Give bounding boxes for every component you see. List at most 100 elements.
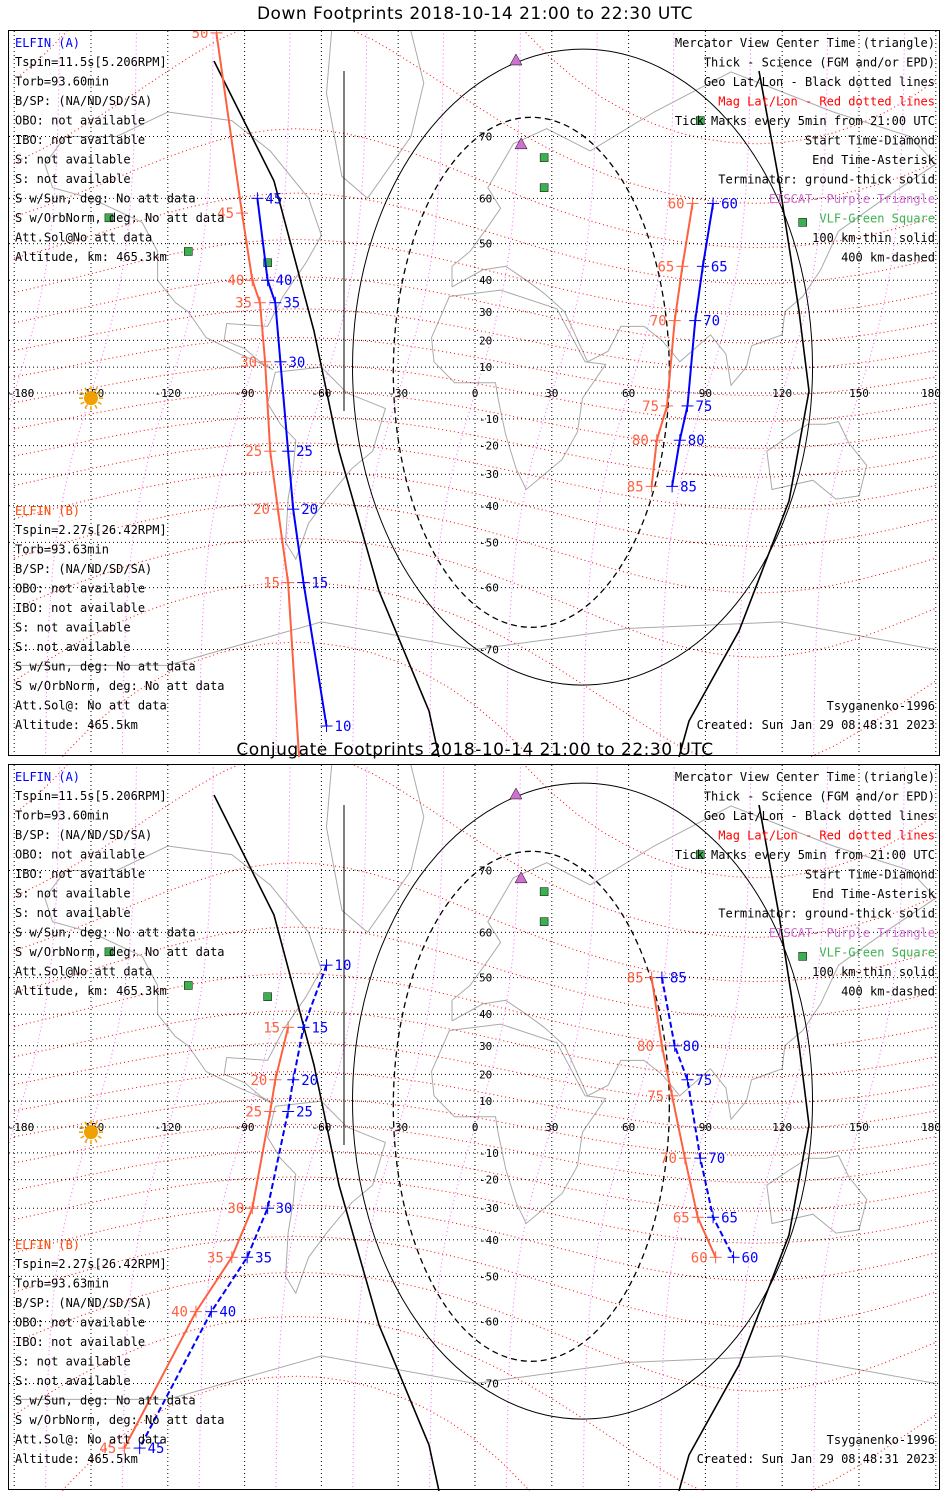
mag-lon-line: [813, 32, 905, 754]
vlf-square: [696, 116, 705, 125]
lon-tick-label: -120: [155, 1121, 182, 1134]
orbit-b-tick-label: 25: [245, 444, 262, 460]
orbit-a-tick-label: 85: [670, 971, 687, 987]
lon-tick-label: 120: [772, 1121, 792, 1134]
mag-lat-line: [14, 363, 936, 423]
mag-lon-line: [429, 32, 521, 754]
legend-entry: Start Time-Diamond: [805, 868, 935, 882]
lon-tick-label: 150: [849, 1121, 869, 1134]
orbit-a-tick-label: 30: [276, 1201, 293, 1217]
elfin-a-info-line: B/SP: (NA/ND/SD/SA): [15, 94, 152, 108]
lat-tick-label: 50: [479, 972, 492, 985]
orbit-b-tick-label: 40: [171, 1305, 188, 1321]
vlf-square: [104, 947, 114, 957]
continent-outline: [431, 1023, 607, 1225]
orbit-a-tick-label: 45: [148, 1441, 165, 1457]
lat-tick-label: -20: [479, 1174, 499, 1187]
elfin-a-info-line: S: not available: [15, 153, 131, 167]
legend-entry: Mercator View Center Time (triangle): [675, 36, 935, 50]
lat-tick-label: 50: [479, 238, 492, 251]
mag-lat-line: [14, 1176, 936, 1244]
lat-tick-label: 60: [479, 926, 492, 939]
model-label: Tsyganenko-1996: [827, 1433, 935, 1447]
vlf-square: [263, 258, 272, 267]
orbit-b-tick-label: 40: [227, 273, 244, 289]
orbit-b-track: [123, 1027, 290, 1449]
sun-disc: [84, 1125, 98, 1140]
elfin-b-info-line: B/SP: (NA/ND/SD/SA): [15, 1296, 152, 1310]
orbit-b-tick-label: 35: [207, 1250, 224, 1266]
orbit-a-track: [671, 203, 715, 487]
elfin-a-info-line: S: not available: [15, 906, 131, 920]
orbit-b-tick-label: 60: [668, 196, 685, 212]
orbit-a-tick-label: 35: [255, 1250, 272, 1266]
lat-tick-label: -60: [479, 1316, 499, 1329]
lon-tick-label: 90: [699, 387, 712, 400]
mag-lon-line: [198, 32, 291, 754]
mag-lat-line: [14, 862, 936, 983]
elfin-b-info-line: Tspin=2.27s[26.42RPM]: [15, 1257, 167, 1271]
lat-tick-label: 20: [479, 334, 492, 347]
lat-tick-label: 30: [479, 306, 492, 319]
legend-entry: 100 km-thin solid: [812, 231, 935, 245]
elfin-b-info-line: S w/OrbNorm, deg: No att data: [15, 1413, 225, 1427]
orbit-a-tick-label: 80: [683, 1039, 700, 1055]
sun-ray: [80, 401, 85, 405]
footprint-400km-dashed: [392, 116, 670, 628]
created-timestamp: Created: Sun Jan 29 08:48:31 2023: [697, 718, 935, 732]
lat-tick-label: -20: [479, 440, 499, 453]
sun-ray: [97, 1125, 102, 1129]
elfin-a-info-line: S w/OrbNorm, deg: No att data: [15, 211, 225, 225]
legend-entry: EISCAT- Purple Triangle: [769, 192, 935, 206]
vlf-square: [539, 183, 549, 192]
orbit-b-tick-label: 30: [240, 355, 257, 371]
sun-ray: [97, 401, 102, 405]
lat-tick-label: 10: [479, 361, 492, 374]
lat-tick-label: 20: [479, 1068, 492, 1081]
mag-lat-line: [61, 641, 531, 757]
elfin-b-info-line: Torb=93.63min: [15, 1277, 109, 1291]
orbit-b-tick-label: 85: [627, 479, 644, 495]
mag-lon-line: [429, 766, 521, 1488]
elfin-b-info-line: Att.Sol@: No att data: [15, 1433, 167, 1447]
mag-lat-line: [14, 1010, 936, 1078]
mag-lon-line: [9, 32, 61, 412]
orbit-b-tick-label: 70: [660, 1151, 677, 1167]
mag-lat-line: [14, 1042, 936, 1105]
elfin-b-info-line: Att.Sol@: No att data: [15, 699, 167, 713]
down-footprints-title: Down Footprints 2018-10-14 21:00 to 22:3…: [256, 4, 694, 24]
lat-tick-label: -40: [479, 1234, 499, 1247]
orbit-b-tick-label: 80: [632, 433, 649, 449]
legend-entry: Mag Lat/Lon - Red dotted lines: [718, 829, 935, 843]
eiscat-triangle: [514, 137, 528, 150]
mag-lat-line: [14, 308, 936, 371]
continent-outline: [44, 111, 322, 371]
orbit-a-track: [660, 977, 735, 1258]
terminator-line: [213, 794, 440, 1491]
legend-entry: End Time-Asterisk: [812, 887, 936, 901]
mag-lat-line: [14, 926, 936, 1019]
lat-tick-label: 30: [479, 1040, 492, 1053]
orbit-a-tick-label: 70: [703, 314, 720, 330]
vlf-square: [263, 992, 272, 1001]
continent-outline: [267, 1100, 387, 1295]
continent-outline: [451, 71, 937, 387]
legend-entry: End Time-Asterisk: [812, 153, 936, 167]
sun-disc: [84, 391, 98, 406]
elfin-b-info-line: S: not available: [15, 1355, 131, 1369]
continent-outline: [325, 765, 425, 934]
orbit-b-tick-label: 35: [235, 296, 252, 312]
elfin-a-info-line: IBO: not available: [15, 133, 145, 147]
elfin-a-info-line: Att.Sol@No att data: [15, 965, 152, 979]
lat-tick-label: 70: [479, 864, 492, 877]
vlf-square: [696, 850, 705, 859]
legend-entry: Terminator: ground-thick solid: [718, 907, 935, 921]
conjugate-footprints-map: 70 60 50 40 30 20 10 -10 -20 -30 -40 -50 -60 -70 -180 -…: [9, 765, 941, 1491]
elfin-b-info-line: S w/Sun, deg: No att data: [15, 1394, 196, 1408]
elfin-b-info-line: B/SP: (NA/ND/SD/SA): [15, 562, 152, 576]
orbit-a-tick-label: 40: [276, 273, 293, 289]
conjugate-footprints-panel: 70 60 50 40 30 20 10 -10 -20 -30 -40 -50 -60 -70 -180 -…: [8, 764, 941, 1491]
elfin-a-info-line: IBO: not available: [15, 867, 145, 881]
orbit-a-tick-label: 25: [296, 444, 313, 460]
vlf-square: [539, 917, 549, 926]
